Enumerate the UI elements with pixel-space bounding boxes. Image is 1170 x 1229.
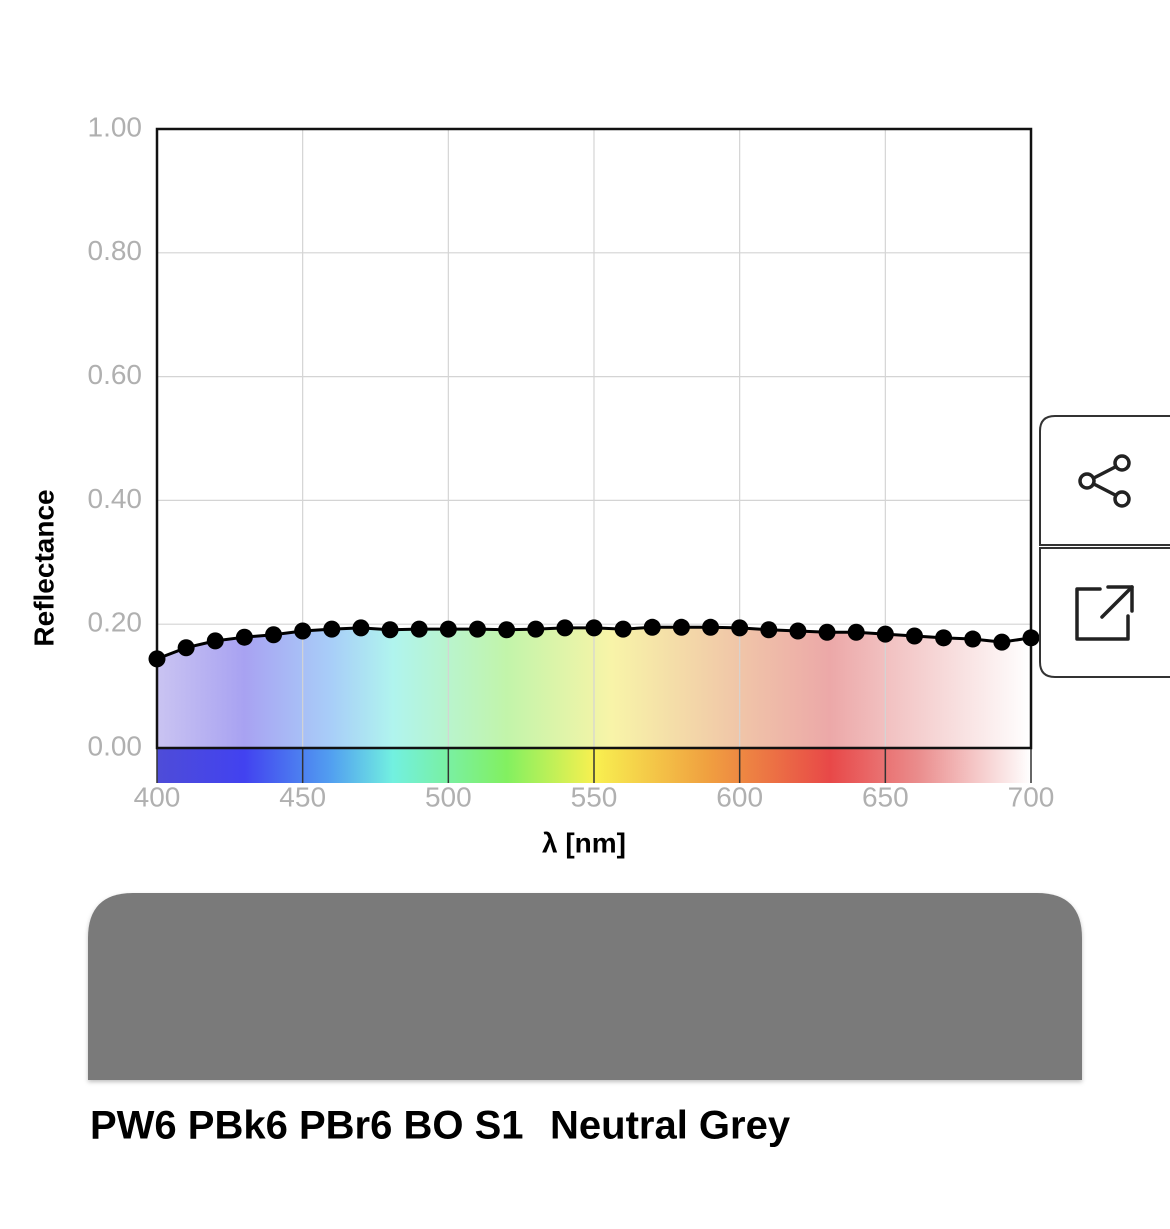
data-point <box>265 626 283 644</box>
open-icon <box>1075 585 1134 641</box>
data-point <box>498 621 516 639</box>
chart: 0.00 0.20 0.40 0.60 0.80 1.00 400 450 500 550 600 6… <box>88 111 1055 812</box>
data-point <box>818 623 836 641</box>
data-point <box>789 622 807 640</box>
data-point <box>235 628 253 646</box>
x-tick-label: 450 <box>279 781 326 812</box>
data-point <box>381 621 399 639</box>
share-icon <box>1078 454 1131 508</box>
data-point <box>206 632 224 650</box>
data-point <box>614 620 632 638</box>
x-tick-label: 600 <box>716 781 763 812</box>
open-button[interactable] <box>1039 547 1170 678</box>
data-point <box>439 620 457 638</box>
data-point <box>294 622 312 640</box>
x-tick-label: 400 <box>134 781 181 812</box>
data-point <box>556 619 574 637</box>
data-point <box>847 623 865 641</box>
data-point <box>410 620 428 638</box>
x-tick-label: 550 <box>571 781 618 812</box>
y-tick-label: 0.20 <box>88 607 143 638</box>
x-tick-label: 700 <box>1008 781 1055 812</box>
data-point <box>352 619 370 637</box>
y-tick-label: 0.60 <box>88 359 143 390</box>
pigment-code: PW6 PBk6 PBr6 BO S1 <box>90 1104 524 1148</box>
data-point <box>468 620 486 638</box>
data-point <box>1022 629 1040 647</box>
data-point <box>905 627 923 645</box>
x-tick-label: 500 <box>425 781 472 812</box>
color-swatch <box>88 893 1082 1080</box>
x-axis-title: λ [nm] <box>542 827 626 858</box>
data-point <box>643 618 661 636</box>
x-tick-label: 650 <box>862 781 909 812</box>
data-point <box>993 633 1011 651</box>
plot-frame <box>155 127 1033 750</box>
data-point <box>702 618 720 636</box>
data-point <box>731 619 749 637</box>
data-point <box>964 630 982 648</box>
y-tick-label: 1.00 <box>88 111 143 142</box>
data-point <box>760 621 778 639</box>
pigment-name: Neutral Grey <box>550 1104 791 1148</box>
y-axis-title: Reflectance <box>28 489 59 646</box>
share-button[interactable] <box>1039 415 1170 546</box>
data-point <box>323 620 341 638</box>
data-point <box>672 618 690 636</box>
y-tick-label: 0.80 <box>88 235 143 266</box>
y-tick-label: 0.40 <box>88 483 143 514</box>
y-tick-label: 0.00 <box>88 730 143 761</box>
data-point <box>935 629 953 647</box>
data-point <box>148 650 166 668</box>
data-point <box>585 619 603 637</box>
data-point <box>177 639 195 657</box>
data-point <box>876 625 894 643</box>
share-button-bg[interactable] <box>1039 415 1170 546</box>
data-point <box>527 620 545 638</box>
